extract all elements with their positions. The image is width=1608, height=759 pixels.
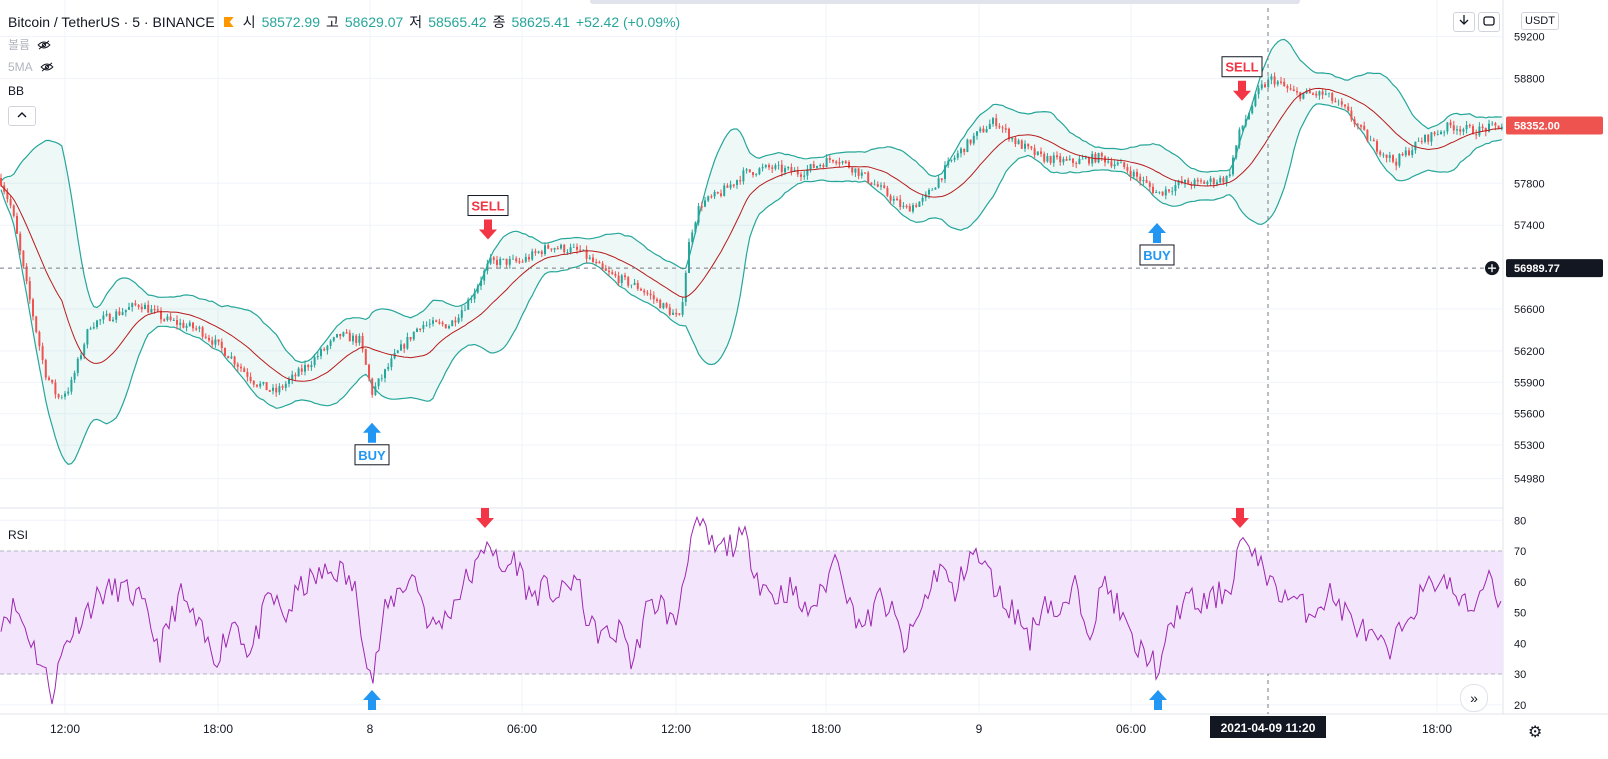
indicator-label: 5MA: [8, 60, 33, 74]
flag-icon: [223, 17, 234, 27]
price-axis-tick: 56200: [1514, 346, 1545, 358]
arrow-down-icon: [1459, 15, 1469, 25]
scroll-to-realtime-button[interactable]: »: [1460, 684, 1488, 712]
time-axis-tick: 18:00: [1422, 722, 1452, 736]
fit-screen-button[interactable]: [1478, 12, 1500, 32]
time-axis-tick: 06:00: [507, 722, 537, 736]
time-axis-tick: 06:00: [1116, 722, 1146, 736]
eye-off-icon[interactable]: [39, 62, 55, 72]
symbol-legend: Bitcoin / TetherUS · 5 · BINANCE 시 58572.…: [8, 12, 680, 32]
time-axis-tick: 12:00: [661, 722, 691, 736]
open-value: 58572.99: [261, 14, 320, 30]
close-label: 종: [492, 14, 506, 30]
time-axis-tick: 18:00: [811, 722, 841, 736]
crosshair-time-label: 2021-04-09 11:20: [1221, 721, 1316, 735]
buy-signal-label-box: [1139, 244, 1175, 266]
indicator-bb[interactable]: BB: [8, 84, 24, 98]
fit-screen-icon: [1483, 16, 1495, 26]
rsi-axis-tick: 20: [1514, 700, 1526, 712]
buy-arrow-icon: [363, 690, 381, 710]
last-price-label: 58352.00: [1514, 120, 1560, 132]
rsi-axis-tick: 30: [1514, 669, 1526, 681]
rsi-axis-tick: 70: [1514, 546, 1526, 558]
last-price-badge: [1506, 116, 1603, 135]
price-axis-tick: 55600: [1514, 409, 1545, 421]
sell-signal-label-box: [467, 195, 509, 217]
time-axis-tick: 18:00: [203, 722, 233, 736]
price-axis-tick: 57800: [1514, 178, 1545, 190]
price-axis-tick: 55300: [1514, 440, 1545, 452]
low-value: 58565.42: [428, 14, 487, 30]
price-axis-tick: 54980: [1514, 474, 1545, 486]
buy-arrow-icon: [1148, 222, 1166, 243]
scroll-down-button[interactable]: [1453, 12, 1475, 32]
high-value: 58629.07: [344, 14, 404, 30]
sell-arrow-icon: [1233, 80, 1251, 101]
rsi-axis-tick: 50: [1514, 608, 1526, 620]
price-axis-tick: 55900: [1514, 377, 1545, 389]
rsi-band-fill: [0, 551, 1503, 675]
rsi-axis-tick: 40: [1514, 638, 1526, 650]
eye-off-icon[interactable]: [36, 39, 52, 50]
indicator-label: BB: [8, 84, 25, 98]
bollinger-band-fill: [1, 39, 1502, 465]
rsi-axis-tick: 80: [1514, 515, 1526, 527]
low-label: 저: [409, 14, 423, 30]
collapse-legend-button[interactable]: [8, 106, 36, 126]
rsi-axis-tick: 60: [1514, 577, 1526, 589]
rsi-line: [0, 515, 1502, 705]
sell-signal-label-box: [1221, 56, 1263, 78]
price-axis-tick: 58800: [1514, 74, 1545, 86]
currency-badge[interactable]: USDT: [1521, 12, 1559, 30]
time-axis-tick: 12:00: [50, 722, 80, 736]
open-label: 시: [242, 14, 256, 30]
indicator-5ma[interactable]: 5MA: [8, 60, 55, 74]
sell-arrow-icon: [479, 219, 497, 240]
indicator-label: 볼륨: [8, 38, 31, 52]
high-label: 고: [326, 14, 339, 30]
crosshair-price-badge: [1506, 259, 1603, 278]
buy-arrow-icon: [363, 422, 381, 443]
price-axis-tick: 57400: [1514, 220, 1545, 232]
symbol-title[interactable]: Bitcoin / TetherUS · 5 · BINANCE: [8, 14, 215, 30]
sell-signal-label: SELL: [471, 199, 504, 214]
buy-signal-label-box: [354, 444, 390, 466]
rsi-pane-label: RSI: [8, 528, 29, 542]
bollinger-lower-band: [0, 103, 1502, 465]
crosshair-price-label: 56989.77: [1514, 263, 1560, 275]
close-value: 58625.41: [511, 14, 570, 30]
price-axis-tick: 56600: [1514, 304, 1545, 316]
indicator-volume[interactable]: 볼륨: [8, 36, 52, 53]
sell-signal-label: SELL: [1225, 60, 1258, 75]
gear-icon[interactable]: ⚙: [1528, 724, 1543, 741]
top-scroll-indicator: [590, 0, 1300, 4]
time-axis-tick: 8: [367, 722, 374, 736]
chevron-up-icon: [17, 112, 27, 118]
buy-signal-label: BUY: [358, 448, 386, 463]
change-value: +52.42 (+0.09%): [575, 14, 681, 30]
bollinger-basis-line: [0, 87, 1502, 382]
time-axis-tick: 9: [976, 722, 983, 736]
price-axis-tick: 59200: [1514, 32, 1545, 44]
crosshair-time-badge: [1210, 716, 1326, 738]
buy-arrow-icon: [1149, 690, 1167, 710]
sell-arrow-icon: [476, 508, 494, 528]
sell-arrow-icon: [1231, 508, 1249, 528]
buy-signal-label: BUY: [1143, 248, 1171, 263]
bollinger-upper-band: [0, 38, 1502, 364]
